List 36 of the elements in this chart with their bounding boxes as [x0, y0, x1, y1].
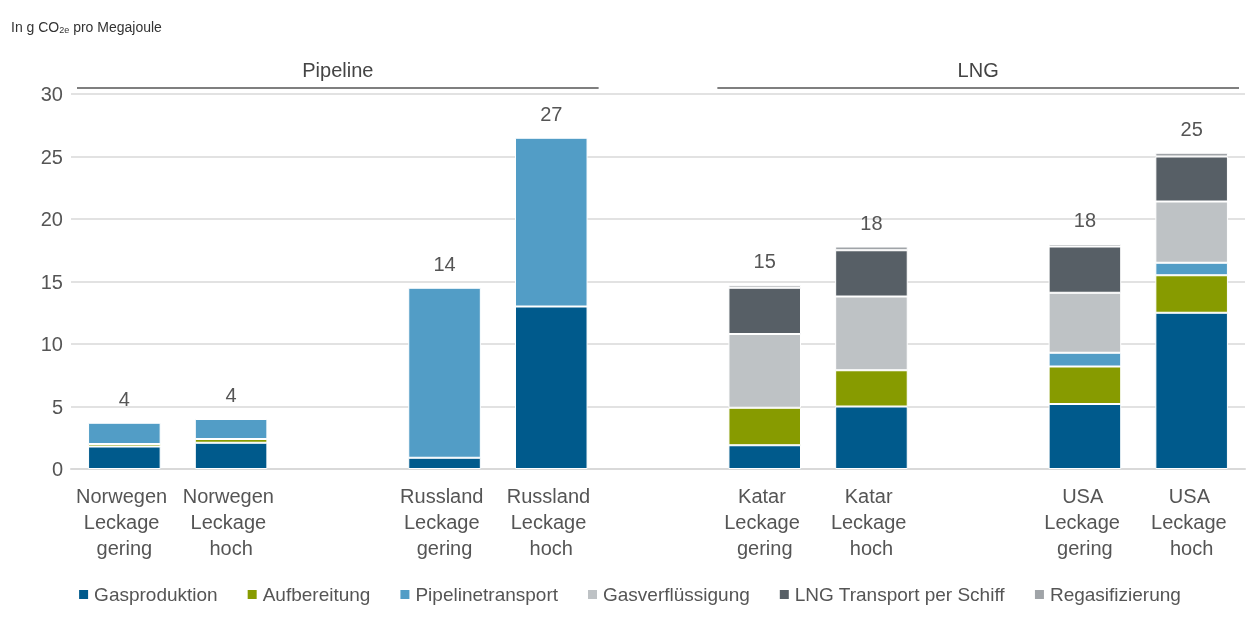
y-tick-label: 0 [51, 458, 63, 480]
total-label: 15 [753, 250, 776, 273]
total-label: 18 [860, 211, 883, 234]
legend-label: Regasifizierung [1049, 584, 1181, 605]
legend-label: Pipelinetransport [415, 584, 559, 605]
bar [194, 419, 268, 439]
total-label: 25 [1180, 117, 1203, 140]
legend-label: Aufbereitung [262, 584, 371, 605]
total-label: 4 [225, 384, 237, 406]
bar [88, 446, 161, 469]
x-tick-label: Norwegen Leckage hoch [182, 485, 280, 559]
text: Pipeline [302, 59, 374, 81]
total-label: 14 [433, 252, 456, 275]
y-tick-label: 5 [51, 395, 63, 418]
y-axis-title: In g CO2e pro Megajoule [11, 18, 163, 35]
x-tick-label: Russland Leckage hoch [506, 485, 596, 559]
bar [88, 422, 161, 444]
bar [194, 442, 268, 469]
x-tick-label: USA Leckage hoch [1151, 485, 1233, 559]
text: LNG [957, 59, 999, 81]
x-tick-label: Norwegen Leckage gering [76, 485, 173, 559]
x-tick-label: USA Leckage gering [1044, 485, 1126, 559]
x-tick-label: Russland Leckage gering [400, 485, 490, 559]
total-label: 27 [540, 102, 563, 125]
y-tick-label: 10 [40, 333, 63, 355]
total-label: 4 [118, 387, 130, 410]
legend-label: Gasproduktion [94, 584, 218, 605]
legend-label: LNG Transport per Schiff [794, 584, 1006, 605]
y-tick-label: 15 [40, 270, 63, 293]
x-tick-label: Katar Leckage hoch [830, 485, 913, 559]
y-tick-label: 20 [40, 208, 63, 230]
x-tick-label: Katar Leckage gering [724, 485, 806, 559]
y-tick-label: 25 [40, 145, 63, 168]
legend-label: Gasverflüssigung [603, 584, 750, 605]
total-label: 18 [1073, 209, 1097, 231]
y-tick-label: 30 [40, 83, 63, 105]
